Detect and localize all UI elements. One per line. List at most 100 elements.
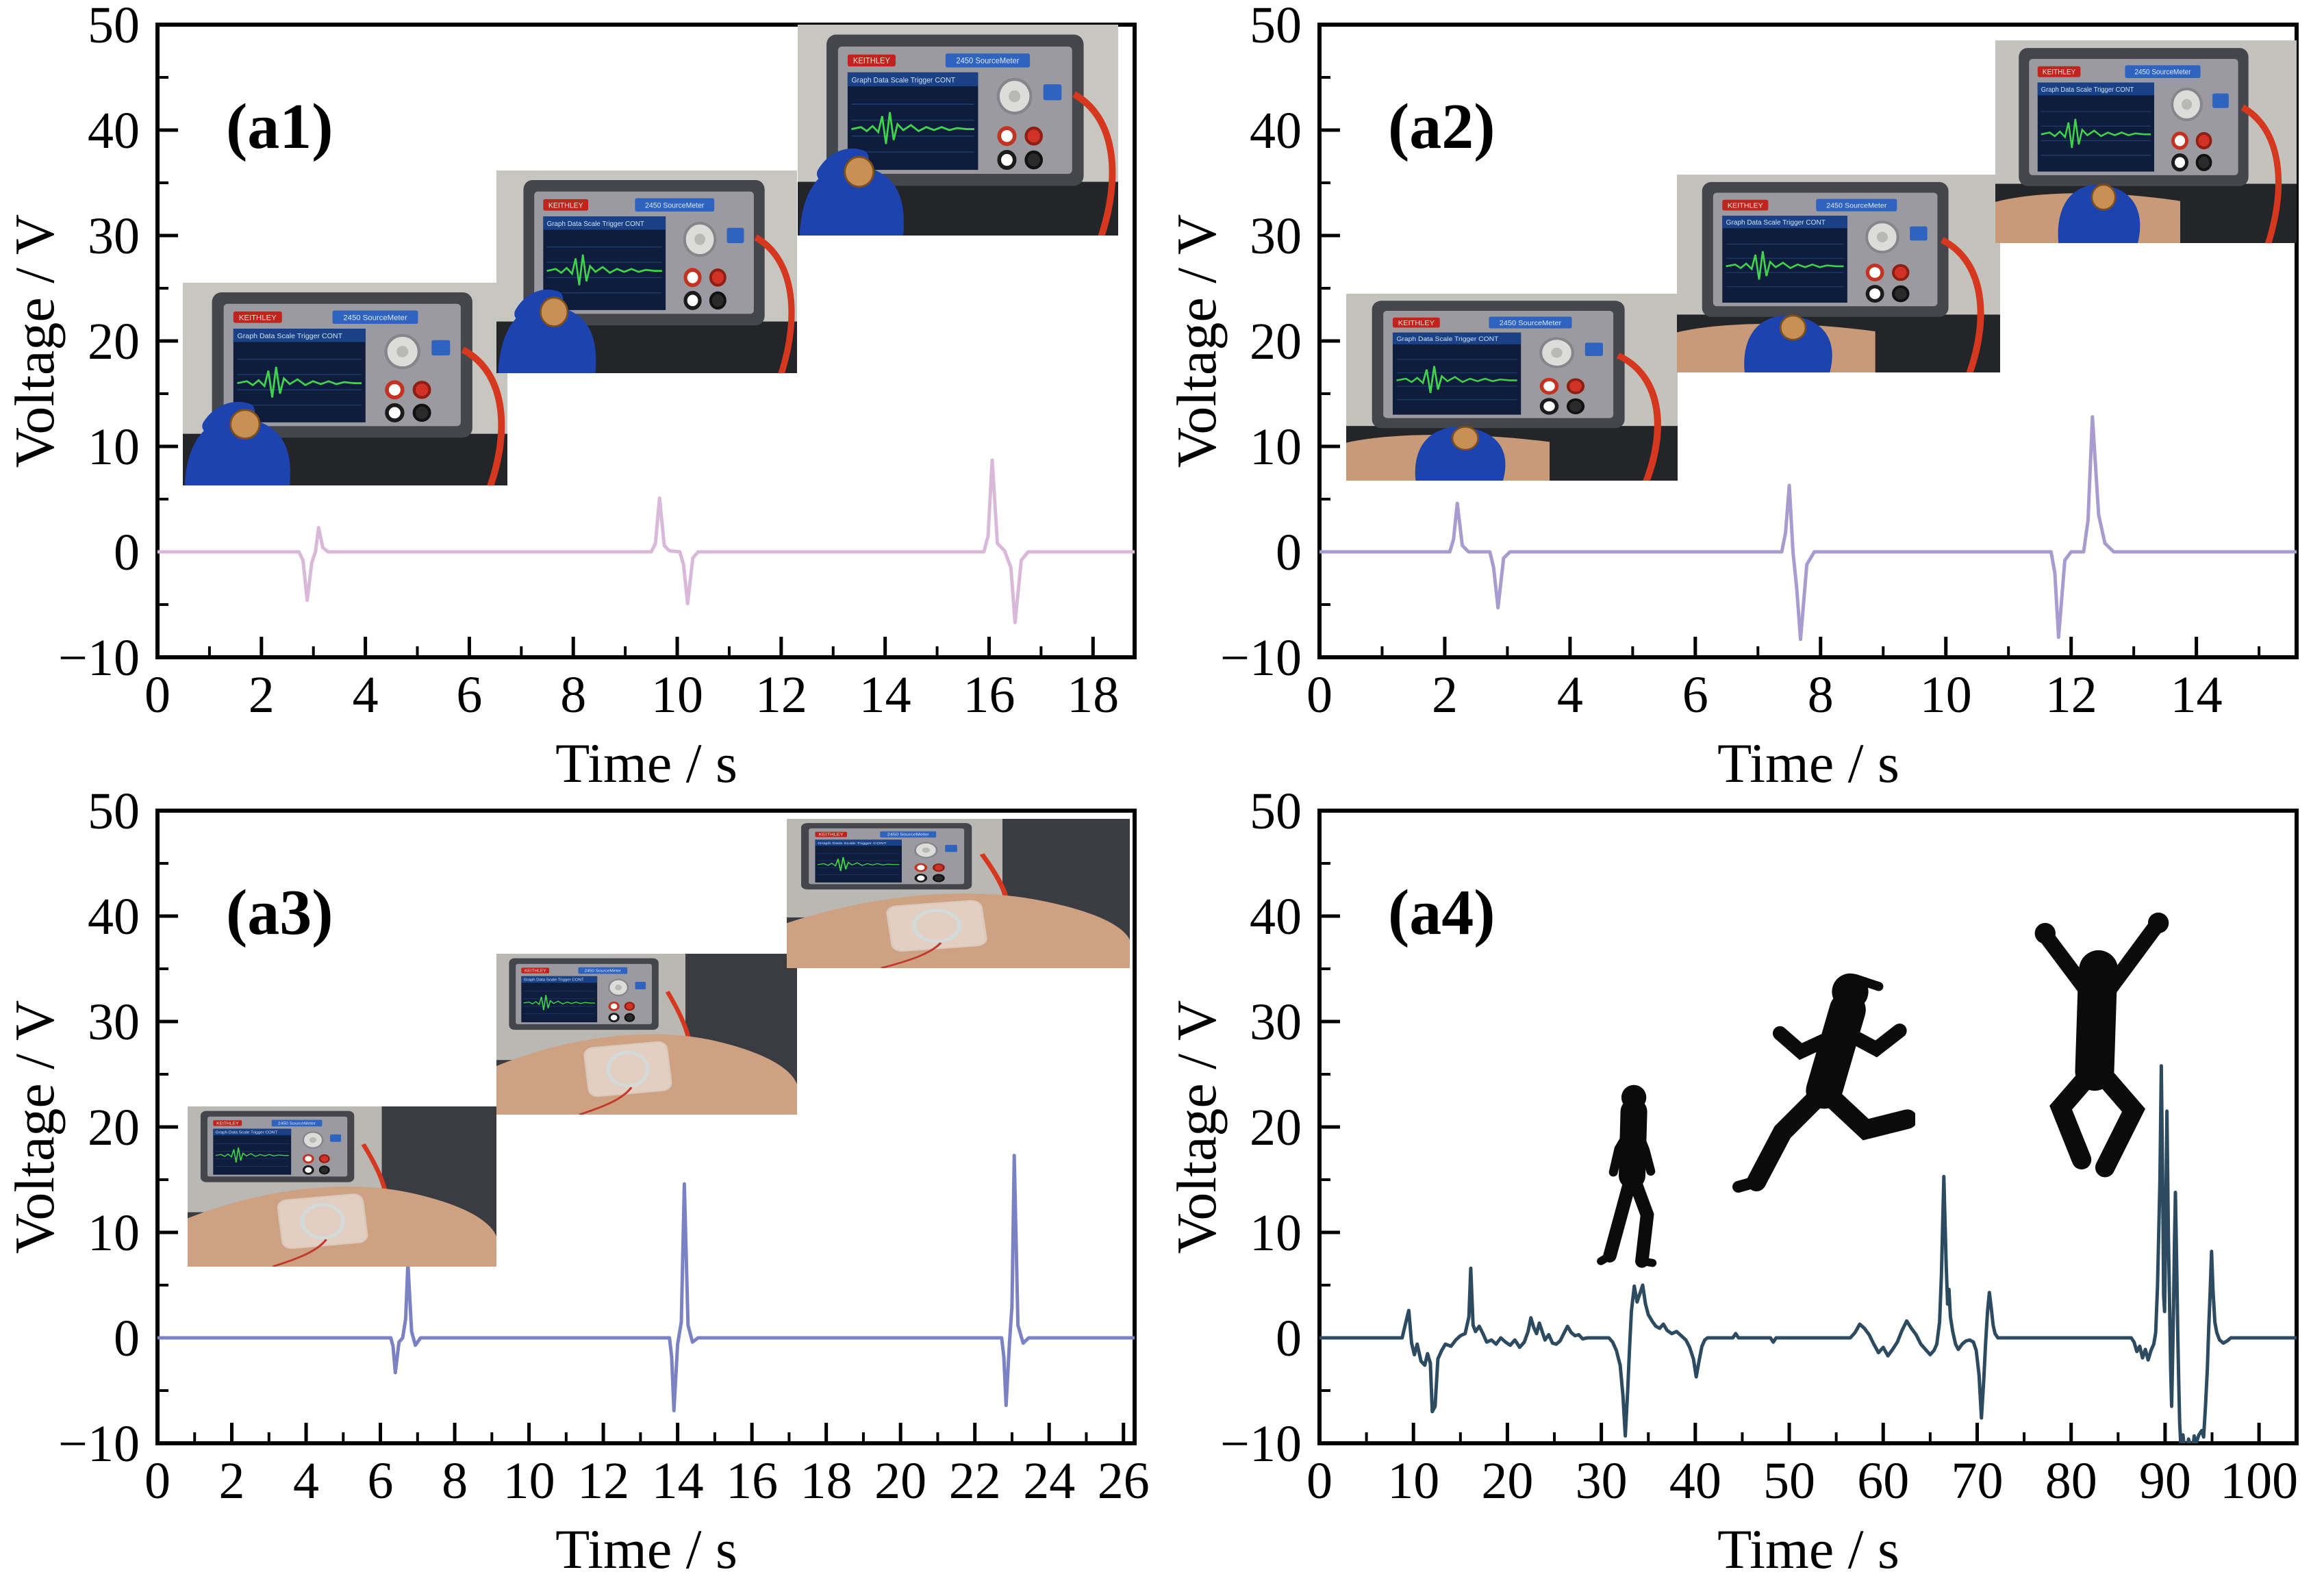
y-tick-label: 40 <box>1250 102 1302 160</box>
y-tick-label: 10 <box>88 418 140 476</box>
x-axis-label: Time / s <box>555 1518 737 1572</box>
panel-label: (a2) <box>1388 91 1495 162</box>
x-tick-label: 14 <box>859 666 911 724</box>
x-tick-label: 40 <box>1669 1452 1721 1510</box>
x-tick-label: 16 <box>963 666 1015 724</box>
x-tick-label: 0 <box>1306 1452 1332 1510</box>
inset-photo: KEITHLEY 2450 SourceMeter Graph Data Sca… <box>1346 294 1678 481</box>
panel-a3: 0 2 4 6 8 10 12 14 16 18 20 22 24 26 −10 0 10 20 30 40 50 (a… <box>0 786 1162 1572</box>
x-tick-label: 6 <box>456 666 482 724</box>
x-tick-label: 100 <box>2220 1452 2298 1510</box>
x-tick-label: 12 <box>755 666 807 724</box>
x-tick-label: 18 <box>1067 666 1119 724</box>
svg-text:KEITHLEY: KEITHLEY <box>819 833 844 837</box>
svg-text:Graph Data Scale Trigger C: Graph Data Scale Trigger CONT <box>1396 336 1498 343</box>
x-tick-label: 6 <box>368 1452 394 1510</box>
x-tick-label: 8 <box>560 666 586 724</box>
x-tick-label: 8 <box>442 1452 468 1510</box>
x-axis-label: Time / s <box>1717 1518 1899 1572</box>
y-tick-label: 20 <box>1250 313 1302 370</box>
svg-text:2450 SourceMeter: 2450 SourceMeter <box>2134 68 2191 76</box>
y-tick-label: 20 <box>1250 1099 1302 1156</box>
y-tick-label: −10 <box>1220 629 1302 687</box>
x-tick-label: 80 <box>2045 1452 2097 1510</box>
panel-a1: 0 2 4 6 8 10 12 14 16 18 −10 0 10 20 30 40 50 (a1) Time … <box>0 0 1162 786</box>
y-tick-label: 30 <box>1250 993 1302 1051</box>
voltage-trace <box>1319 1064 2297 1443</box>
y-tick-label: −10 <box>58 1415 140 1473</box>
x-tick-label: 4 <box>293 1452 319 1510</box>
svg-text:Graph Data Scale Trigger C: Graph Data Scale Trigger CONT <box>851 76 955 84</box>
x-axis-label: Time / s <box>1717 732 1899 786</box>
svg-text:Graph Data Scale Trigger C: Graph Data Scale Trigger CONT <box>547 220 644 228</box>
svg-text:Graph Data Scale Trigger C: Graph Data Scale Trigger CONT <box>2041 86 2134 94</box>
y-tick-label: 50 <box>1250 786 1302 840</box>
x-axis-label: Time / s <box>555 732 737 786</box>
y-tick-label: 0 <box>114 524 140 581</box>
x-tick-label: 20 <box>874 1452 926 1510</box>
y-tick-label: 40 <box>88 102 140 160</box>
x-tick-label: 2 <box>249 666 275 724</box>
voltage-trace <box>157 1154 1135 1412</box>
svg-text:2450 SourceMeter: 2450 SourceMeter <box>645 201 705 210</box>
x-tick-label: 10 <box>503 1452 555 1510</box>
svg-text:KEITHLEY: KEITHLEY <box>1728 202 1763 210</box>
x-tick-label: 90 <box>2139 1452 2191 1510</box>
y-tick-label: 20 <box>88 313 140 370</box>
y-tick-label: −10 <box>1220 1415 1302 1473</box>
x-tick-label: 0 <box>1306 666 1332 724</box>
y-axis-label: Voltage / V <box>3 214 66 468</box>
svg-text:Graph Data Scale Trigger C: Graph Data Scale Trigger CONT <box>818 842 887 846</box>
x-tick-label: 2 <box>219 1452 245 1510</box>
y-tick-label: 10 <box>1250 418 1302 476</box>
running-silhouette-icon <box>1720 956 1915 1244</box>
svg-text:Graph Data Scale Trigger C: Graph Data Scale Trigger CONT <box>216 1131 278 1134</box>
x-tick-label: 50 <box>1763 1452 1815 1510</box>
panel-label: (a1) <box>226 91 333 162</box>
x-tick-label: 60 <box>1857 1452 1909 1510</box>
svg-text:KEITHLEY: KEITHLEY <box>525 969 546 973</box>
y-axis-label: Voltage / V <box>3 1000 66 1254</box>
x-tick-label: 70 <box>1951 1452 2003 1510</box>
y-axis-label: Voltage / V <box>1165 214 1228 468</box>
y-tick-label: 50 <box>88 786 140 840</box>
y-tick-label: 30 <box>88 207 140 265</box>
x-tick-label: 12 <box>577 1452 629 1510</box>
x-tick-label: 20 <box>1481 1452 1533 1510</box>
svg-text:KEITHLEY: KEITHLEY <box>216 1121 238 1126</box>
x-tick-label: 30 <box>1576 1452 1628 1510</box>
jumping-silhouette-icon <box>2004 855 2199 1209</box>
inset-photo: KEITHLEY 2450 SourceMeter Graph Data Sca… <box>183 283 507 485</box>
svg-text:2450 SourceMeter: 2450 SourceMeter <box>887 833 930 837</box>
inset-photo: KEITHLEY 2450 SourceMeter Graph Data Sca… <box>1995 40 2297 243</box>
y-tick-label: 50 <box>88 0 140 54</box>
x-tick-label: 10 <box>1920 666 1972 724</box>
walking-silhouette-icon <box>1583 1000 1681 1279</box>
inset-photo: KEITHLEY 2450 SourceMeter Graph Data Sca… <box>798 25 1118 236</box>
panel-label: (a4) <box>1388 877 1495 948</box>
x-tick-label: 10 <box>1387 1452 1439 1510</box>
x-tick-label: 2 <box>1432 666 1458 724</box>
y-tick-label: 40 <box>1250 888 1302 946</box>
y-tick-label: 0 <box>114 1310 140 1367</box>
voltage-trace-layer <box>1319 415 2297 642</box>
voltage-trace-layer <box>157 1154 1135 1412</box>
x-tick-label: 0 <box>144 666 170 724</box>
x-tick-label: 0 <box>144 1452 170 1510</box>
svg-text:2450 SourceMeter: 2450 SourceMeter <box>585 969 622 973</box>
x-tick-label: 18 <box>800 1452 852 1510</box>
inset-photo: KEITHLEY 2450 SourceMeter Graph Data Sca… <box>1677 175 2000 372</box>
svg-text:KEITHLEY: KEITHLEY <box>548 201 583 210</box>
panel-a4: 0 10 20 30 40 50 60 70 80 90 100 −10 0 10 20 30 40 50 (a4… <box>1162 786 2324 1572</box>
x-tick-label: 16 <box>726 1452 778 1510</box>
x-tick-label: 4 <box>353 666 379 724</box>
svg-text:KEITHLEY: KEITHLEY <box>2043 68 2075 76</box>
svg-text:KEITHLEY: KEITHLEY <box>1398 320 1435 327</box>
inset-photo: KEITHLEY 2450 SourceMeter Graph Data Sca… <box>496 170 797 373</box>
